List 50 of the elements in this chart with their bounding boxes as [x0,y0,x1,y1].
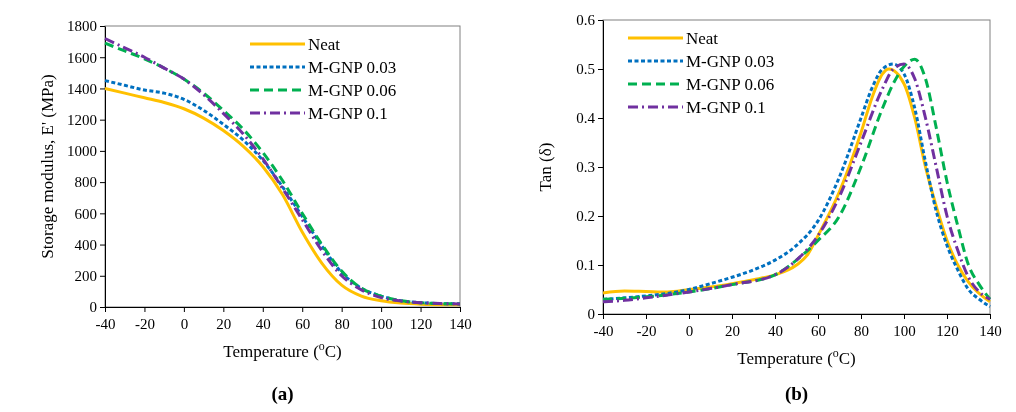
y-tick-label: 800 [74,174,97,191]
x-tick-label: 120 [409,315,433,332]
x-tick-label: 40 [255,315,271,332]
y-tick-label: 1600 [67,49,97,66]
y-tick-label: 0.4 [576,110,596,127]
text: (b) [784,383,809,405]
x-tick-label: 60 [295,315,311,332]
y-tick-label: 0.2 [576,208,595,225]
y-tick-label: 200 [74,268,97,285]
x-tick-label: 60 [811,322,826,339]
legend-label: M-GNP 0.06 [308,80,397,100]
x-tick-label: 0 [685,322,694,339]
legend-label: M-GNP 0.1 [686,97,766,117]
legend-label: Neat [686,28,719,48]
y-tick-label: 1200 [67,111,97,128]
x-tick-label: -20 [134,315,155,332]
x-tick-label: 140 [449,315,472,332]
x-axis-title: Temperature ($^{o}$C) [223,339,342,361]
x-tick-label: 20 [725,322,740,339]
x-tick-label: 40 [768,322,783,339]
y-axis-title: Tan (δ) [536,142,555,192]
x-tick-label: 100 [893,322,916,339]
y-tick-label: 0.5 [576,61,595,78]
y-tick-label: 1800 [67,18,97,35]
text: (a) [271,383,294,405]
x-tick-label: 0 [180,315,189,332]
y-tick-label: 0.1 [576,257,595,274]
legend-label: M-GNP 0.06 [686,74,775,94]
legend-label: M-GNP 0.1 [308,103,388,123]
y-tick-label: 400 [74,236,97,253]
x-tick-label: 120 [936,322,959,339]
x-axis-title: Temperature ($^{o}$C) [737,346,856,368]
x-tick-label: 140 [979,322,1002,339]
x-tick-label: -40 [95,315,116,332]
x-tick-label: -40 [593,322,614,339]
y-tick-label: 600 [74,205,97,222]
x-tick-label: -20 [636,322,657,339]
y-tick-label: 1400 [67,80,97,97]
y-tick-label: 0.6 [576,12,596,29]
y-tick-label: 1000 [67,143,97,160]
legend-label: Neat [308,34,341,54]
y-axis-title: Storage modulus, E' (MPa) [38,74,57,259]
x-tick-label: 100 [370,315,393,332]
legend-label: M-GNP 0.03 [686,51,775,71]
legend-label: M-GNP 0.03 [308,57,397,77]
y-tick-label: 0.3 [576,159,595,176]
x-tick-label: 80 [334,315,350,332]
x-tick-label: 80 [854,322,869,339]
x-tick-label: 20 [216,315,232,332]
y-tick-label: 0 [89,299,97,316]
